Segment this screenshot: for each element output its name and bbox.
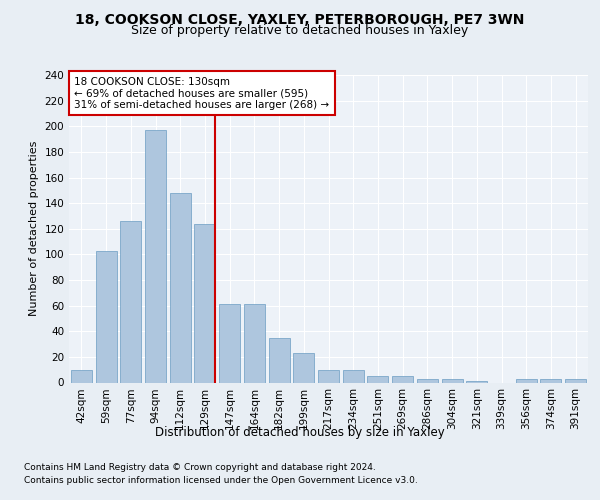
Bar — [343, 370, 364, 382]
Bar — [269, 338, 290, 382]
Bar — [293, 353, 314, 382]
Text: Distribution of detached houses by size in Yaxley: Distribution of detached houses by size … — [155, 426, 445, 439]
Bar — [95, 250, 116, 382]
Bar — [244, 304, 265, 382]
Bar — [318, 370, 339, 382]
Bar — [442, 378, 463, 382]
Bar — [219, 304, 240, 382]
Bar — [145, 130, 166, 382]
Bar — [516, 378, 537, 382]
Bar — [120, 221, 141, 382]
Text: Contains public sector information licensed under the Open Government Licence v3: Contains public sector information licen… — [24, 476, 418, 485]
Text: 18, COOKSON CLOSE, YAXLEY, PETERBOROUGH, PE7 3WN: 18, COOKSON CLOSE, YAXLEY, PETERBOROUGH,… — [76, 12, 524, 26]
Bar — [71, 370, 92, 382]
Bar — [565, 378, 586, 382]
Text: Size of property relative to detached houses in Yaxley: Size of property relative to detached ho… — [131, 24, 469, 37]
Bar — [417, 378, 438, 382]
Bar — [392, 376, 413, 382]
Text: 18 COOKSON CLOSE: 130sqm
← 69% of detached houses are smaller (595)
31% of semi-: 18 COOKSON CLOSE: 130sqm ← 69% of detach… — [74, 76, 329, 110]
Text: Contains HM Land Registry data © Crown copyright and database right 2024.: Contains HM Land Registry data © Crown c… — [24, 462, 376, 471]
Bar — [194, 224, 215, 382]
Bar — [367, 376, 388, 382]
Y-axis label: Number of detached properties: Number of detached properties — [29, 141, 39, 316]
Bar — [170, 193, 191, 382]
Bar — [541, 378, 562, 382]
Bar — [466, 381, 487, 382]
